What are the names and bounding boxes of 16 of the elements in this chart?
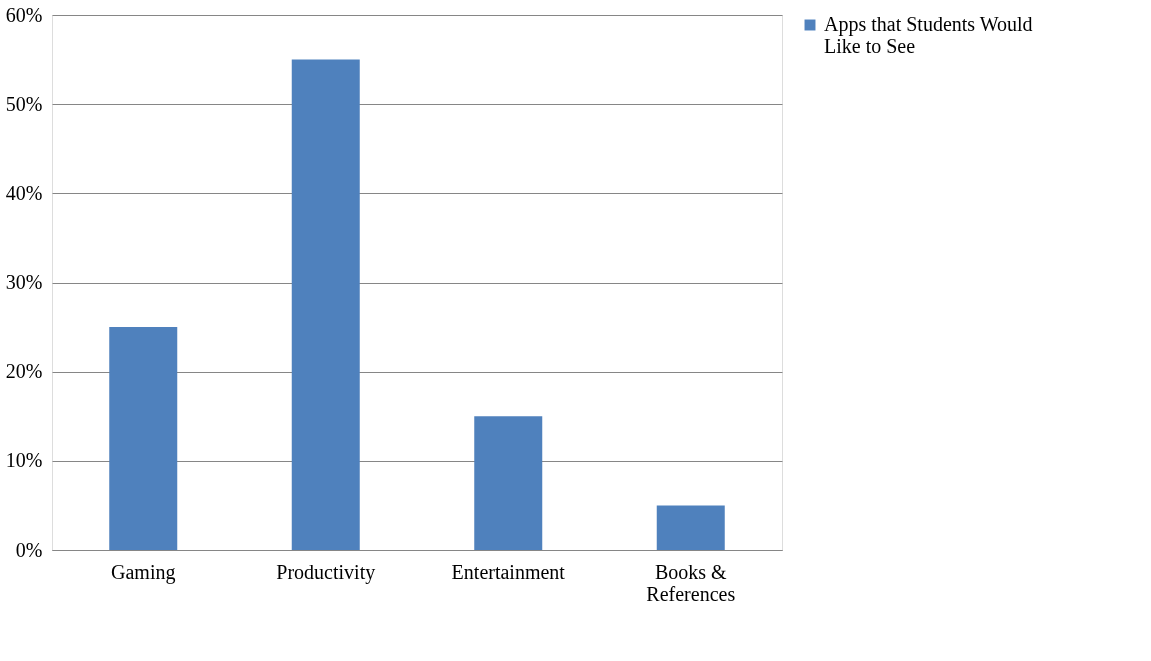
y-tick-label: 40% [5,181,43,204]
bar [656,505,725,550]
x-tick-label: Books & References [646,560,736,605]
y-tick-label: 60% [5,3,43,26]
y-tick-label: 20% [5,360,43,383]
x-tick-label: Gaming [111,560,176,584]
bar [109,327,178,550]
legend-label: Apps that Students Would Like to See [824,13,1033,57]
x-tick-label: Productivity [276,560,376,584]
bar [291,59,360,550]
y-tick-label: 10% [5,449,43,472]
bar [474,416,543,550]
y-tick-label: 50% [5,92,43,115]
x-tick-label: Entertainment [451,560,566,583]
y-tick-label: 30% [5,271,43,293]
y-tick-label: 0% [15,538,43,561]
